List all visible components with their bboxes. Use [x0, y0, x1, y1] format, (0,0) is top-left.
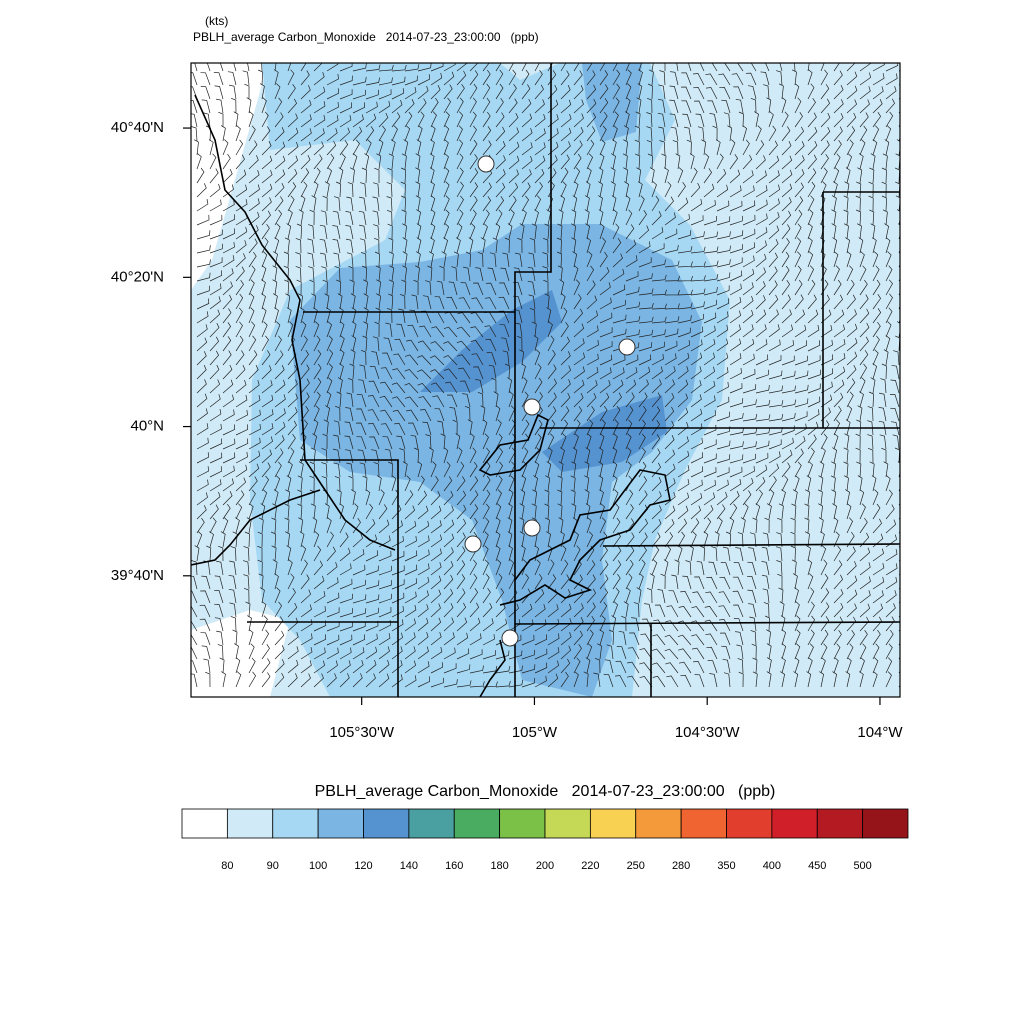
- colorbar-box: [408, 808, 455, 839]
- colorbar-label: 350: [717, 860, 735, 872]
- colorbar-label: 200: [536, 860, 554, 872]
- colorbar-box: [771, 808, 818, 839]
- x-tick-label: 104°30'W: [675, 724, 741, 741]
- colorbar-label: 400: [763, 860, 781, 872]
- map-title: PBLH_average Carbon_Monoxide 2014-07-23_…: [193, 30, 539, 44]
- colorbar: 80 90 100 120 140 160 180 200 220 250 280 350 400 450…: [181, 808, 909, 872]
- colorbar-box: [726, 808, 773, 839]
- colorbar-box: [453, 808, 501, 839]
- colorbar-label: 180: [490, 860, 508, 872]
- contour-fill: [191, 610, 290, 697]
- colorbar-label: 120: [354, 860, 372, 872]
- colorbar-box: [226, 808, 274, 839]
- colorbar-box: [272, 808, 319, 839]
- colorbar-box: [680, 808, 727, 839]
- colorbar-label: 160: [445, 860, 463, 872]
- y-tick-label: 39°40'N: [111, 567, 164, 584]
- y-tick-label: 40°N: [130, 418, 164, 435]
- colorbar-box: [589, 808, 637, 839]
- colorbar-box: [181, 808, 228, 839]
- colorbar-box: [363, 808, 410, 839]
- map-frame: [190, 62, 901, 698]
- colorbar-label: 450: [808, 860, 826, 872]
- colorbar-box: [816, 808, 864, 839]
- colorbar-title: PBLH_average Carbon_Monoxide 2014-07-23_…: [315, 783, 776, 800]
- x-tick-label: 105°30'W: [329, 724, 395, 741]
- wind-barbs: [191, 63, 900, 688]
- contour-fill: [290, 224, 702, 697]
- x-tick-label: 104°W: [857, 724, 903, 741]
- colorbar-label: 220: [581, 860, 599, 872]
- x-tick-label: 105°W: [512, 724, 558, 741]
- colorbar-label: 500: [853, 860, 871, 872]
- colorbar-label: 250: [627, 860, 645, 872]
- colorbar-label: 100: [309, 860, 327, 872]
- colorbar-box: [635, 808, 682, 839]
- colorbar-label: 90: [267, 860, 279, 872]
- colorbar-box: [317, 808, 364, 839]
- colorbar-box: [544, 808, 591, 839]
- contour-fill: [542, 395, 667, 472]
- stations: [464, 155, 636, 647]
- units-label: (kts): [205, 14, 228, 28]
- colorbar-box: [499, 808, 546, 839]
- contour-field: [191, 63, 900, 697]
- colorbar-label: 80: [221, 860, 233, 872]
- y-tick-label: 40°40'N: [111, 119, 164, 136]
- boundaries: [191, 63, 900, 697]
- colorbar-label: 280: [672, 860, 690, 872]
- y-tick-label: 40°20'N: [111, 268, 164, 285]
- colorbar-box: [862, 808, 909, 839]
- colorbar-label: 140: [400, 860, 418, 872]
